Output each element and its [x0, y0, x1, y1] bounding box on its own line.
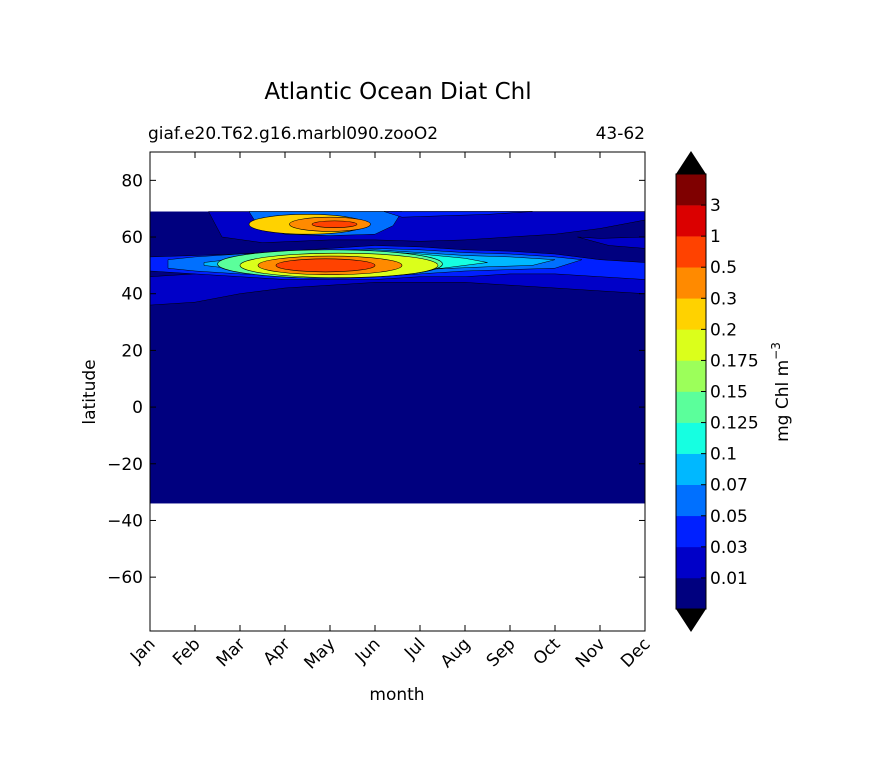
x-tick-label-Aug: Aug	[437, 634, 475, 672]
heatmap-field	[150, 211, 645, 504]
x-tick-label-Jun: Jun	[351, 634, 385, 668]
colorbar-tick-label: 0.5	[710, 258, 737, 278]
x-tick-label-Nov: Nov	[572, 634, 610, 672]
x-tick-label-Jul: Jul	[400, 634, 429, 663]
y-tick-label: 20	[121, 341, 143, 361]
colorbar-swatch-2	[676, 515, 706, 548]
colorbar-swatch-9	[676, 298, 706, 330]
y-tick-label: −60	[107, 568, 143, 588]
colorbar-swatch-11	[676, 236, 706, 268]
y-axis-label: latitude	[80, 359, 100, 424]
colorbar-tick-label: 0.175	[710, 351, 759, 371]
x-tick-label-Feb: Feb	[169, 634, 204, 669]
colorbar-swatch-6	[676, 391, 706, 423]
colorbar-swatch-13	[676, 174, 706, 206]
colorbar-swatch-12	[676, 205, 706, 237]
colorbar-swatch-3	[676, 484, 706, 517]
x-tick-label-Sep: Sep	[483, 634, 520, 671]
colorbar-extend-bottom	[676, 609, 706, 632]
colorbar-tick-label: 0.03	[710, 538, 748, 558]
colorbar-tick-label: 0.01	[710, 569, 748, 589]
colorbar-tick-label: 0.05	[710, 507, 748, 527]
x-tick-label-Dec: Dec	[617, 634, 654, 671]
y-tick-label: −40	[107, 511, 143, 531]
contour-band-9	[577, 236, 645, 249]
colorbar-swatch-8	[676, 329, 706, 361]
colorbar-tick-label: 3	[710, 196, 721, 216]
colorbar-tick-label: 0.07	[710, 476, 748, 496]
colorbar-tick-label: 1	[710, 227, 721, 247]
x-tick-label-May: May	[301, 634, 340, 673]
y-tick-label: −20	[107, 455, 143, 475]
colorbar-extend-top	[676, 151, 706, 174]
contour-band-8	[383, 211, 533, 218]
colorbar-tick-label: 0.125	[710, 414, 759, 434]
colorbar-tick-label: 0.2	[710, 320, 737, 340]
x-axis-label: month	[369, 685, 424, 705]
colorbar-swatch-10	[676, 267, 706, 299]
colorbar-swatch-0	[676, 577, 706, 610]
y-tick-label: 40	[121, 285, 143, 305]
colorbar-tick-label: 0.1	[710, 445, 737, 465]
bloom-contour-3	[311, 220, 358, 228]
colorbar-label-unit: mg Chl m	[773, 360, 793, 442]
y-tick-label: 60	[121, 228, 143, 248]
x-tick-label-Jan: Jan	[126, 634, 159, 667]
y-tick-label: 80	[121, 171, 143, 191]
colorbar-tick-label: 0.15	[710, 383, 748, 403]
colorbar-label: mg Chl m−3	[769, 342, 793, 442]
chart-title: Atlantic Ocean Diat Chl	[264, 79, 531, 105]
y-axis: 80 60 40 20 0 −20 −40 −60	[107, 171, 645, 588]
colorbar-swatch-4	[676, 453, 706, 486]
colorbar-tick-label: 0.3	[710, 289, 737, 309]
x-tick-label-Mar: Mar	[213, 634, 250, 671]
colorbar-label-exponent: −3	[769, 342, 783, 360]
bloom-contour-7	[275, 258, 376, 273]
x-tick-label-Oct: Oct	[530, 634, 565, 669]
y-tick-label: 0	[132, 398, 143, 418]
colorbar: 0.01 0.03 0.05 0.07 0.1 0.125 0.15 0.175 0.2 0.3 0…	[675, 151, 759, 632]
x-tick-label-Apr: Apr	[260, 634, 295, 669]
chart-subtitle-right: 43-62	[596, 124, 645, 144]
colorbar-swatch-1	[676, 546, 706, 579]
plot-frame	[149, 151, 646, 632]
colorbar-swatch-7	[676, 360, 706, 392]
chart-subtitle-left: giaf.e20.T62.g16.marbl090.zooO2	[148, 124, 438, 144]
plot-area	[149, 151, 646, 632]
colorbar-swatch-5	[676, 422, 706, 454]
